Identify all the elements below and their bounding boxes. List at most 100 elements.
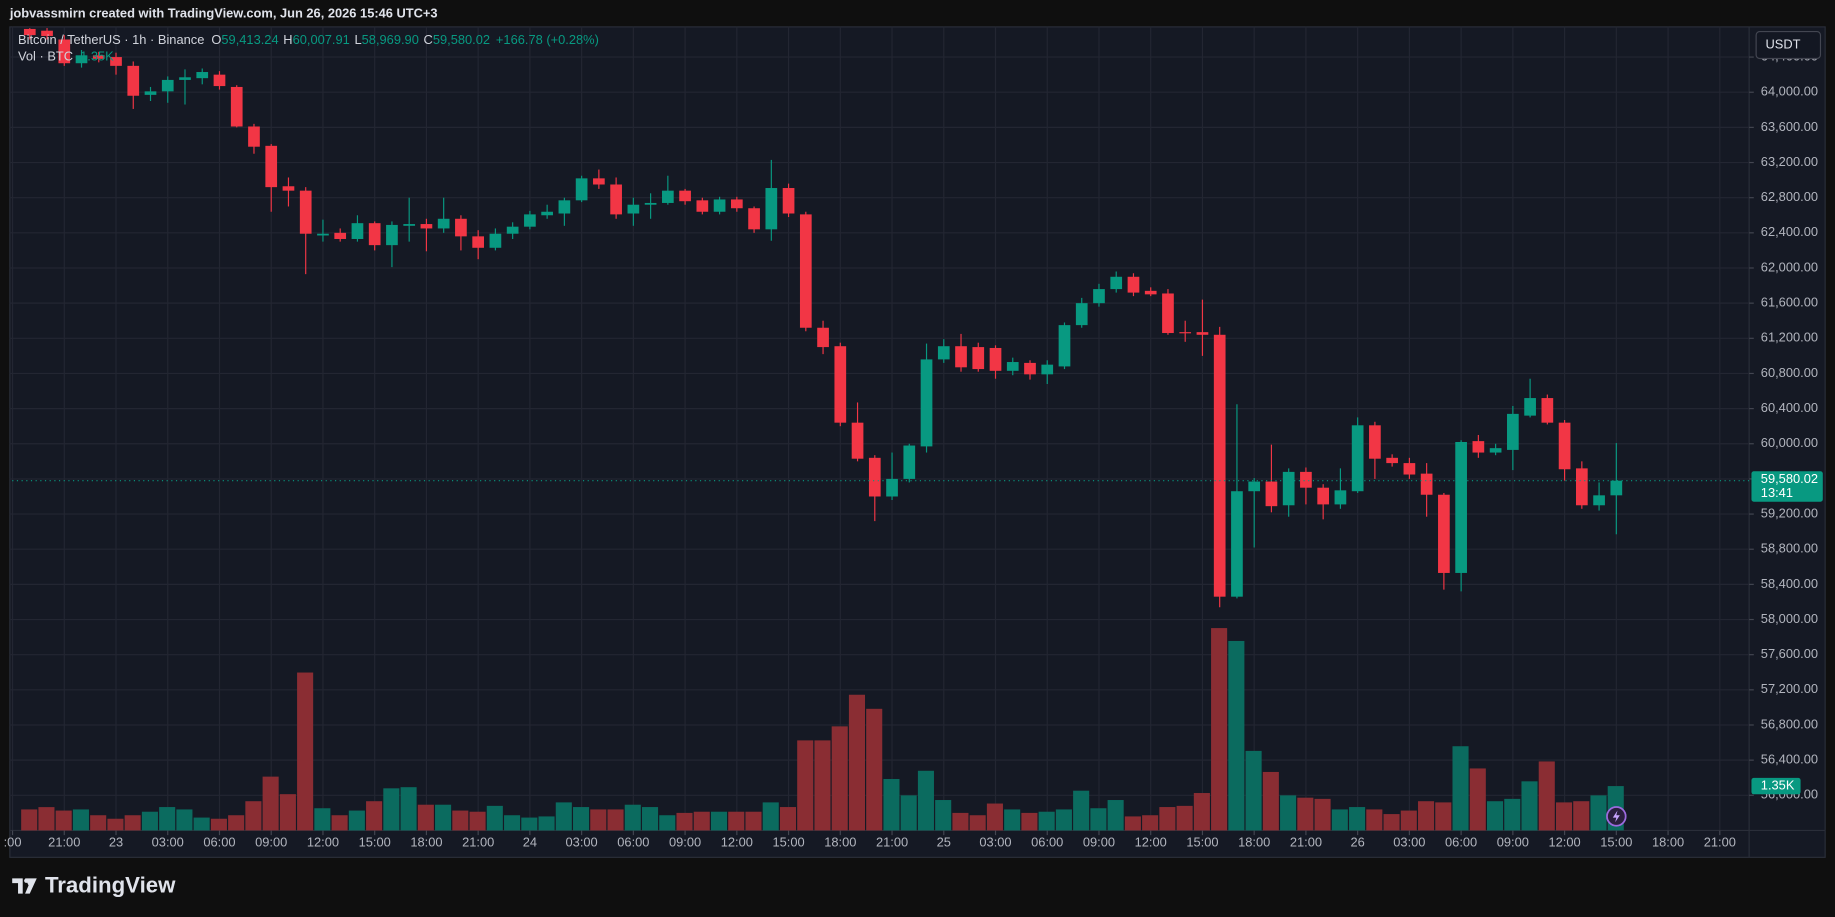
volume-bar <box>521 817 538 831</box>
volume-bar <box>848 694 866 831</box>
candle-body <box>662 190 674 203</box>
volume-bar <box>486 805 503 831</box>
candle-body <box>541 211 553 216</box>
c-value: 59,580.02 <box>433 32 490 47</box>
y-tick-label: 62,400.00 <box>1761 224 1818 239</box>
volume-bar <box>1486 801 1504 831</box>
candle-body <box>58 39 71 64</box>
volume-bar <box>573 807 590 831</box>
candle-body <box>1248 481 1261 492</box>
candle-body <box>386 224 398 246</box>
header: jobvassmirn created with TradingView.com… <box>9 5 438 20</box>
x-tick-label: 12:00 <box>1135 835 1167 850</box>
candle-body <box>144 91 157 95</box>
candle-body <box>696 200 709 212</box>
volume-bar <box>555 802 572 831</box>
volume-bar <box>417 804 434 831</box>
volume-bar <box>55 810 72 831</box>
candle-body <box>1610 480 1623 496</box>
y-tick-label: 59,200.00 <box>1761 505 1818 520</box>
x-tick-label: 06:00 <box>1445 835 1477 850</box>
volume-bar <box>1349 807 1366 831</box>
x-tick-label: 26 <box>1350 835 1364 850</box>
candle-body <box>1438 494 1450 573</box>
candle-body <box>1541 398 1554 423</box>
candle-body <box>1041 364 1054 375</box>
candle-body <box>1317 487 1330 505</box>
l-key: L <box>354 32 361 47</box>
volume-bar <box>831 726 848 831</box>
volume-bar <box>1469 768 1486 831</box>
x-tick-label: 12:00 <box>1549 835 1581 850</box>
volume-bar <box>952 812 969 831</box>
volume-bar <box>1573 801 1590 831</box>
y-tick-label: 57,600.00 <box>1761 646 1818 661</box>
y-tick-label: 57,200.00 <box>1761 681 1818 696</box>
candle-body <box>161 79 174 92</box>
candle-body <box>730 199 743 209</box>
x-tick-label: 23 <box>109 835 123 850</box>
currency-button[interactable] <box>1755 30 1822 60</box>
currency[interactable]: USDT <box>1765 36 1800 51</box>
volume-bar <box>107 818 124 831</box>
candle-body <box>248 126 260 147</box>
x-tick-label: :00 <box>4 835 22 850</box>
candle-body <box>196 72 209 79</box>
candle-body <box>834 346 847 423</box>
volume-bar <box>1555 802 1573 831</box>
volume-bar <box>383 788 400 831</box>
candle-body <box>524 214 536 227</box>
x-tick-label: 06:00 <box>1031 835 1063 850</box>
volume-bar <box>1590 795 1607 831</box>
candle-body <box>110 57 122 66</box>
chart-frame <box>9 26 1826 858</box>
x-tick-label: 09:00 <box>1497 835 1529 850</box>
candle-body <box>1282 471 1295 506</box>
y-tick-label: 64,000.00 <box>1761 84 1818 99</box>
o-key: O <box>211 32 221 47</box>
candle-body <box>1265 481 1278 507</box>
c-key: C <box>424 32 433 47</box>
volume-bar <box>193 817 210 831</box>
candle-body <box>886 478 898 497</box>
candle-body <box>903 445 916 479</box>
volume-bar <box>1021 812 1038 831</box>
candle-body <box>1179 332 1192 334</box>
candle-body <box>558 200 571 214</box>
candle-body <box>627 204 640 214</box>
y-tick-label: 62,800.00 <box>1761 189 1818 204</box>
y-tick-label: 58,800.00 <box>1761 541 1818 556</box>
volume-bar <box>1055 809 1072 831</box>
x-tick-label: 18:00 <box>824 835 856 850</box>
volume-bar <box>607 809 624 831</box>
volume-bar <box>659 815 676 831</box>
volume-bar <box>176 809 193 831</box>
volume-bar <box>21 809 38 831</box>
l-value: 58,969.90 <box>362 32 419 47</box>
volume-bar <box>245 801 262 831</box>
volume-bar <box>866 708 883 831</box>
volume-bar <box>262 776 279 831</box>
footer-brand: TradingView <box>45 872 176 897</box>
volume-bar <box>1504 798 1521 831</box>
last-volume-label: 1.35K <box>1761 777 1795 792</box>
volume-bar <box>1280 795 1297 831</box>
o-value: 59,413.24 <box>221 32 278 47</box>
candle-body <box>972 347 985 370</box>
x-tick-label: 09:00 <box>1083 835 1115 850</box>
x-tick-label: 21:00 <box>462 835 494 850</box>
volume-bar <box>693 811 710 831</box>
candle-body <box>868 457 881 497</box>
volume-bar <box>1211 628 1228 831</box>
x-tick-label: 15:00 <box>1600 835 1632 850</box>
candle-body <box>506 226 519 234</box>
candle-body <box>765 188 778 230</box>
candles <box>23 28 1623 608</box>
candle-body <box>1196 332 1209 335</box>
volume-bar <box>1314 798 1331 831</box>
volume-bar <box>1142 815 1159 831</box>
candle-body <box>92 55 105 59</box>
volume-bar <box>141 811 158 831</box>
candle-body <box>1524 398 1536 416</box>
